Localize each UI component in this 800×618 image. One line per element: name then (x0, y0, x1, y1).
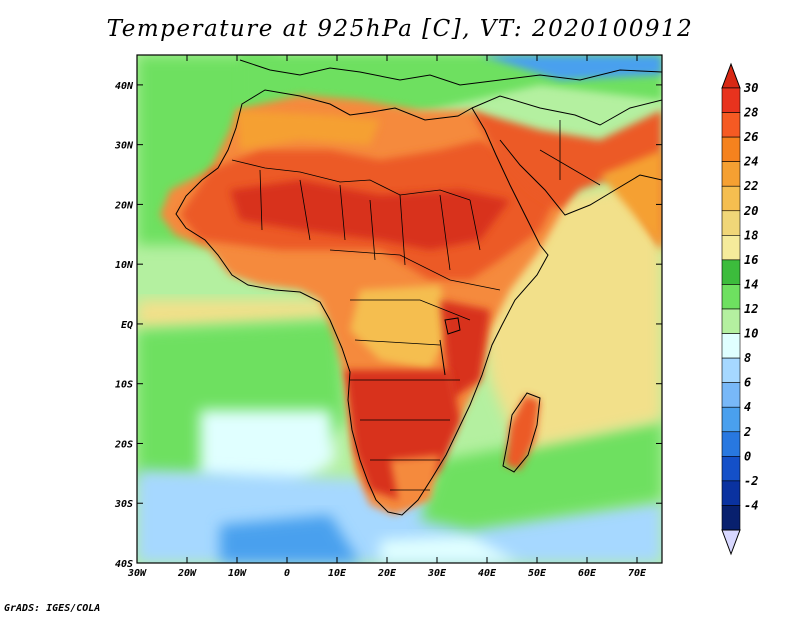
colorbar-top-arrow (721, 62, 741, 89)
colorbar-bottom-arrow (721, 529, 741, 556)
colorbar-swatch (721, 112, 741, 138)
coastlines (175, 59, 662, 516)
x-tick-label: 70E (628, 568, 647, 579)
colorbar-level-label: 14 (744, 277, 758, 291)
lake-tanganyika (439, 339, 446, 376)
y-axis-ticks: 40N 30N 20N 10N EQ 10S 20S 30S 40S (114, 81, 662, 570)
map-title: Temperature at 925hPa [C], VT: 202010091… (106, 16, 694, 42)
colorbar-level-label: 22 (743, 179, 758, 193)
colorbar-swatch (721, 308, 741, 334)
y-tick-label: EQ (121, 320, 133, 331)
africa-coastline (175, 89, 549, 516)
colorbar-swatch (721, 382, 741, 408)
x-tick-label: 30W (127, 568, 147, 579)
colorbar-level-label: 28 (743, 106, 758, 120)
agulhas-green (420, 420, 662, 530)
colorbar-level-label: 4 (744, 400, 751, 414)
y-tick-label: 30N (114, 141, 134, 152)
country-borders (231, 120, 601, 491)
plot-frame (136, 54, 663, 564)
x-axis-ticks: 30W 20W 10W 0 10E 20E 30E 40E 50E 60E 70E (127, 55, 647, 579)
colorbar-level-label: 10 (744, 327, 758, 341)
colorbar-swatch (721, 284, 741, 310)
x-tick-label: 40E (478, 568, 497, 579)
southern-ocean-blue (220, 515, 360, 563)
cold-north-east (480, 55, 662, 80)
colorbar-level-label: 30 (743, 81, 758, 95)
colorbar-level-label: 24 (743, 155, 758, 169)
tropical-atlantic-field (137, 300, 330, 330)
colorbar-swatch (721, 431, 741, 457)
x-tick-label: 50E (528, 568, 547, 579)
y-tick-label: 30S (114, 499, 133, 510)
colorbar-swatch (721, 235, 741, 261)
arabia-red (470, 110, 662, 250)
colorbar-swatch (721, 136, 741, 162)
arabia-coastline (471, 95, 662, 216)
colorbar-swatch (721, 406, 741, 433)
x-tick-label: 10W (228, 568, 247, 579)
colorbar-level-label: -2 (744, 474, 758, 488)
colorbar-swatch (721, 185, 741, 212)
colorbar-swatch (721, 210, 741, 236)
colorbar-swatch (721, 161, 741, 187)
southern-ocean-pale (380, 535, 520, 563)
lake-victoria (444, 317, 461, 335)
colorbar-swatch (721, 357, 741, 383)
colorbar-swatch (721, 259, 741, 285)
x-tick-label: 60E (578, 568, 597, 579)
colorbar-swatch (721, 480, 741, 506)
x-tick-label: 0 (284, 568, 290, 579)
colorbar-swatch (721, 456, 741, 482)
y-tick-label: 40S (115, 559, 133, 570)
colorbar-level-label: 16 (744, 253, 758, 267)
colorbar-level-label: 12 (744, 302, 758, 316)
colorbar-level-label: 6 (744, 376, 751, 390)
colorbar-level-label: 0 (744, 449, 751, 463)
east-africa-red (440, 300, 490, 400)
congo-field (350, 285, 450, 370)
y-tick-label: 40N (115, 81, 134, 92)
colorbar-level-label: -4 (744, 498, 758, 512)
maghreb-orange (237, 110, 380, 150)
y-tick-label: 20N (114, 200, 134, 211)
colorbar-swatch (721, 87, 741, 113)
y-tick-label: 10N (115, 260, 134, 271)
madagascar-land (505, 395, 540, 470)
y-tick-label: 20S (114, 439, 133, 450)
footer-credit: GrADS: IGES/COLA (4, 603, 101, 614)
y-tick-label: 10S (115, 380, 133, 391)
europe-coastline (239, 59, 662, 86)
temperature-field (137, 55, 662, 563)
colorbar-swatch (721, 333, 741, 359)
madagascar-coastline (502, 392, 541, 473)
x-tick-label: 10E (328, 568, 347, 579)
colorbar-level-label: 26 (743, 130, 758, 144)
colorbar-level-label: 2 (743, 425, 751, 439)
south-africa-orange (390, 455, 440, 510)
x-tick-label: 20W (177, 568, 197, 579)
colorbar-level-label: 18 (744, 228, 758, 242)
arabia-orange (600, 150, 662, 250)
colorbar-swatch (721, 505, 741, 531)
colorbar-level-label: 20 (743, 204, 758, 218)
colorbar-level-label: 8 (744, 351, 751, 365)
x-tick-label: 20E (377, 568, 397, 579)
x-tick-label: 30E (427, 568, 447, 579)
